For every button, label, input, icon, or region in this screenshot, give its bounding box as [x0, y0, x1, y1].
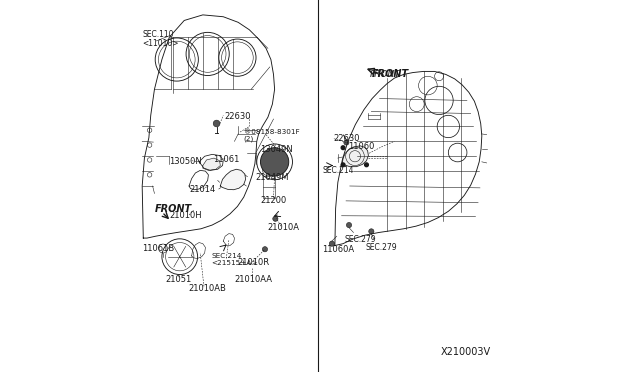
Text: SEC.279: SEC.279	[365, 243, 397, 252]
Text: 21010AB: 21010AB	[188, 284, 226, 293]
Text: 22630: 22630	[333, 134, 360, 143]
Circle shape	[213, 120, 220, 127]
Text: FRONT: FRONT	[370, 70, 401, 79]
Bar	[262, 176, 275, 198]
Circle shape	[341, 146, 345, 150]
Text: 21200: 21200	[260, 196, 287, 205]
Polygon shape	[342, 146, 369, 167]
Text: 21010R: 21010R	[237, 258, 269, 267]
Text: 11060A: 11060A	[322, 246, 355, 254]
Text: 21051: 21051	[166, 275, 192, 284]
Text: 13050N: 13050N	[168, 157, 202, 166]
Circle shape	[365, 163, 369, 167]
Text: 21049M: 21049M	[255, 173, 289, 182]
Text: 13049N: 13049N	[260, 145, 293, 154]
Text: SEC.214
<21515+A>: SEC.214 <21515+A>	[211, 253, 258, 266]
Text: ®08158-8301F
(2): ®08158-8301F (2)	[244, 129, 300, 142]
Circle shape	[273, 216, 278, 221]
Text: FRONT: FRONT	[154, 204, 191, 214]
Text: 11060: 11060	[348, 142, 374, 151]
Text: 21010AA: 21010AA	[234, 275, 273, 284]
Circle shape	[260, 148, 289, 176]
Text: X210003V: X210003V	[441, 347, 491, 356]
Circle shape	[341, 163, 345, 167]
Text: 22630: 22630	[224, 112, 250, 121]
Circle shape	[330, 241, 335, 246]
Text: FRONT: FRONT	[371, 69, 408, 78]
Text: SEC.110
<11010>: SEC.110 <11010>	[142, 30, 179, 48]
Text: 21010H: 21010H	[170, 211, 202, 220]
Circle shape	[346, 222, 351, 228]
Text: 11061B: 11061B	[142, 244, 175, 253]
Text: 11061: 11061	[213, 155, 239, 164]
Circle shape	[344, 140, 349, 145]
Polygon shape	[203, 158, 220, 170]
Text: 21014: 21014	[189, 185, 215, 194]
Text: SEC.214: SEC.214	[322, 166, 354, 174]
Text: 21010A: 21010A	[267, 223, 299, 232]
Text: SEC.279: SEC.279	[344, 235, 376, 244]
Circle shape	[369, 229, 374, 234]
Circle shape	[262, 247, 268, 252]
Polygon shape	[220, 169, 246, 190]
